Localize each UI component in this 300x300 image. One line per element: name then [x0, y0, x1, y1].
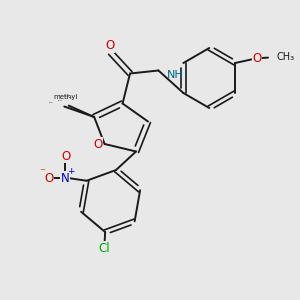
Text: +: + [67, 167, 74, 176]
Text: O: O [105, 39, 115, 52]
Text: methyl: methyl [58, 100, 63, 101]
Text: N: N [61, 172, 69, 185]
Text: NH: NH [167, 70, 183, 80]
Text: methyl: methyl [65, 96, 70, 97]
Text: O: O [44, 172, 53, 185]
Text: methyl: methyl [69, 97, 74, 98]
Text: O: O [252, 52, 262, 65]
Text: CH₃: CH₃ [277, 52, 295, 62]
Text: O: O [93, 137, 103, 151]
Text: ⁻: ⁻ [39, 167, 45, 177]
Text: Cl: Cl [99, 242, 110, 255]
Text: methyl: methyl [49, 101, 54, 103]
Text: methyl: methyl [54, 94, 78, 100]
Text: O: O [61, 150, 70, 163]
